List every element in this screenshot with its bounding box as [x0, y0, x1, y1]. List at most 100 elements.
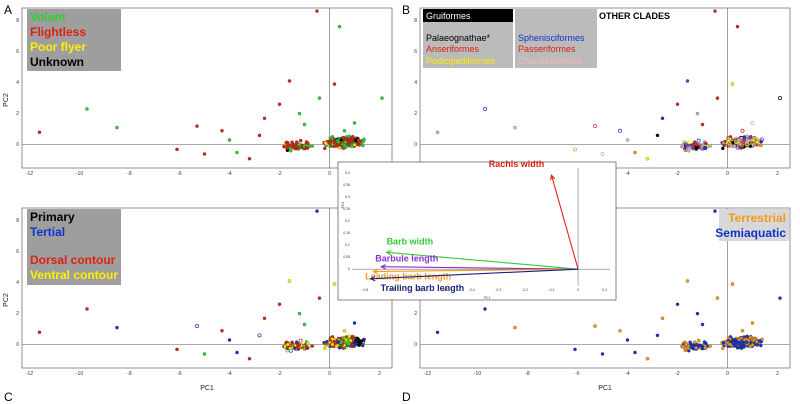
panel-letter-a: A: [4, 3, 12, 17]
data-point: [323, 346, 327, 351]
inset-y-tick-label: 0: [348, 267, 350, 271]
data-point: [633, 350, 637, 355]
data-point: [692, 140, 697, 144]
legend-b-charadriiformes: Charadriiformes: [518, 56, 583, 66]
data-point: [235, 350, 239, 355]
data-point: [751, 138, 756, 143]
data-point: [305, 145, 310, 150]
data-point: [195, 124, 199, 128]
data-point: [175, 147, 179, 152]
data-point: [361, 343, 365, 348]
y-tick-label: 4: [16, 80, 19, 86]
inset-x-tick-label: -0.7: [389, 288, 395, 292]
data-point: [337, 146, 342, 150]
data-point: [297, 143, 301, 147]
x-tick-label: -12: [26, 171, 33, 177]
data-point: [755, 142, 760, 147]
data-point: [675, 102, 680, 107]
inset-y-tick-label: 0.25: [343, 207, 350, 211]
data-point: [759, 340, 763, 344]
data-point: [740, 328, 745, 333]
data-point: [734, 139, 739, 144]
data-point: [353, 338, 358, 343]
data-point: [688, 140, 693, 145]
data-point: [330, 342, 335, 347]
vector-arrowhead: [385, 249, 392, 256]
x-tick-label: -4: [227, 171, 232, 177]
data-point: [685, 279, 690, 283]
legend-c-ventral: Ventral contour: [30, 268, 118, 282]
legend-a-volant: Volant: [30, 10, 66, 24]
data-point: [277, 302, 282, 307]
data-point: [353, 138, 358, 143]
data-point: [700, 322, 705, 327]
panel-letter-c: C: [4, 390, 13, 404]
data-point: [715, 96, 720, 100]
inset-x-tick-label: -0.6: [415, 288, 421, 292]
x-tick-label: -10: [474, 371, 481, 377]
data-point: [262, 116, 267, 121]
data-point: [688, 340, 692, 344]
data-point: [435, 130, 440, 135]
y-tick-label: 0: [414, 142, 417, 148]
data-point: [748, 144, 753, 148]
inset-biplot: -0.8 -0.7 -0.6 -0.5 -0.4 -0.3 -0.2 -0.1 0 0.1 0 0.0…: [337, 159, 617, 301]
data-point: [352, 321, 357, 325]
legend-b-anseriformes: Anseriformes: [426, 44, 480, 54]
legend-c-primary: Primary: [30, 210, 75, 224]
data-point: [751, 338, 756, 343]
data-point: [350, 344, 355, 349]
data-point: [684, 142, 688, 147]
data-point: [695, 111, 700, 116]
data-point: [37, 330, 42, 335]
data-point: [202, 352, 207, 356]
data-point: [227, 338, 232, 342]
data-point: [660, 316, 665, 321]
data-point: [297, 111, 302, 116]
data-point: [625, 138, 630, 142]
data-point: [759, 140, 763, 144]
data-point: [715, 296, 720, 300]
data-point: [262, 316, 267, 321]
y-tick-label: 8: [16, 18, 19, 24]
x-tick-label: -6: [177, 371, 182, 377]
inset-y-tick-label: 0.15: [343, 231, 350, 235]
data-point: [85, 307, 89, 311]
x-tick-label: -8: [127, 371, 132, 377]
vector-line: [381, 266, 579, 270]
x-tick-label: -2: [277, 171, 282, 177]
x-tick-label: -8: [127, 171, 132, 177]
y-tick-label: 2: [414, 111, 417, 117]
data-point: [195, 324, 199, 329]
data-point: [288, 146, 292, 151]
legend-d-terrestrial: Terrestrial: [728, 211, 786, 225]
data-point: [690, 146, 695, 151]
data-point: [343, 140, 348, 144]
data-point: [317, 96, 322, 100]
data-point: [235, 150, 239, 155]
panel-a-ylabel: PC2: [3, 93, 10, 107]
data-point: [292, 346, 297, 351]
legend-c-dorsal: Dorsal contour: [30, 253, 116, 267]
data-point: [618, 328, 622, 333]
legend-b-gruiformes: Gruiformes: [426, 11, 471, 21]
y-tick-label: 4: [16, 280, 19, 286]
panel-c-ylabel: PC2: [3, 293, 10, 307]
data-point: [336, 140, 340, 144]
data-point: [721, 146, 725, 151]
data-point: [333, 140, 337, 145]
data-point: [483, 307, 487, 311]
legend-b-col2-box: [515, 9, 597, 68]
data-point: [735, 24, 740, 29]
data-point: [593, 124, 597, 129]
data-point: [37, 130, 42, 135]
data-point: [380, 96, 384, 100]
panel-a-points: [37, 9, 384, 161]
inset-y-tick-label: 0.2: [345, 219, 350, 223]
data-point: [694, 146, 698, 150]
x-tick-label: -2: [675, 371, 680, 377]
data-point: [778, 296, 782, 300]
